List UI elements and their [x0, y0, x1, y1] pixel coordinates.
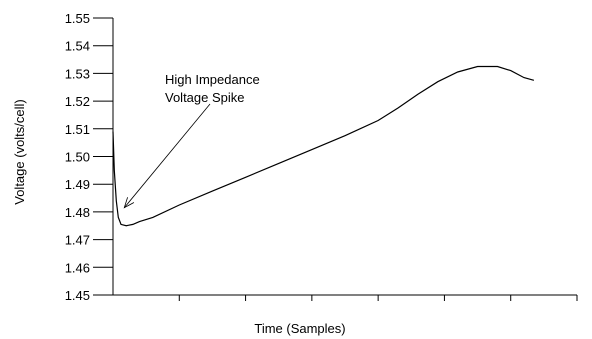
x-axis-title: Time (Samples)	[254, 321, 345, 336]
y-tick-label: 1.46	[65, 260, 90, 275]
annotation-line-1: High Impedance	[165, 72, 260, 87]
y-axis-ticks: 1.55 1.54 1.53 1.52 1.51 1.50 1.49 1.48 1.47 1.46…	[65, 11, 113, 303]
x-axis-ticks	[178, 295, 578, 301]
y-tick-label: 1.51	[65, 122, 90, 137]
y-tick-label: 1.55	[65, 11, 90, 26]
voltage-series-line	[112, 65, 535, 227]
y-tick-label: 1.53	[65, 66, 90, 81]
y-tick-label: 1.49	[65, 177, 90, 192]
y-tick-label: 1.47	[65, 233, 90, 248]
y-tick-label: 1.45	[65, 288, 90, 303]
y-axis-title: Voltage (volts/cell)	[12, 99, 27, 205]
annotation-line-2: Voltage Spike	[165, 90, 245, 105]
annotation: High Impedance Voltage Spike	[123, 72, 260, 209]
y-tick-label: 1.54	[65, 39, 90, 54]
annotation-arrowhead	[123, 197, 135, 209]
annotation-arrow-line	[123, 103, 211, 208]
y-tick-label: 1.48	[65, 205, 90, 220]
y-tick-label: 1.52	[65, 94, 90, 109]
y-tick-label: 1.50	[65, 150, 90, 165]
